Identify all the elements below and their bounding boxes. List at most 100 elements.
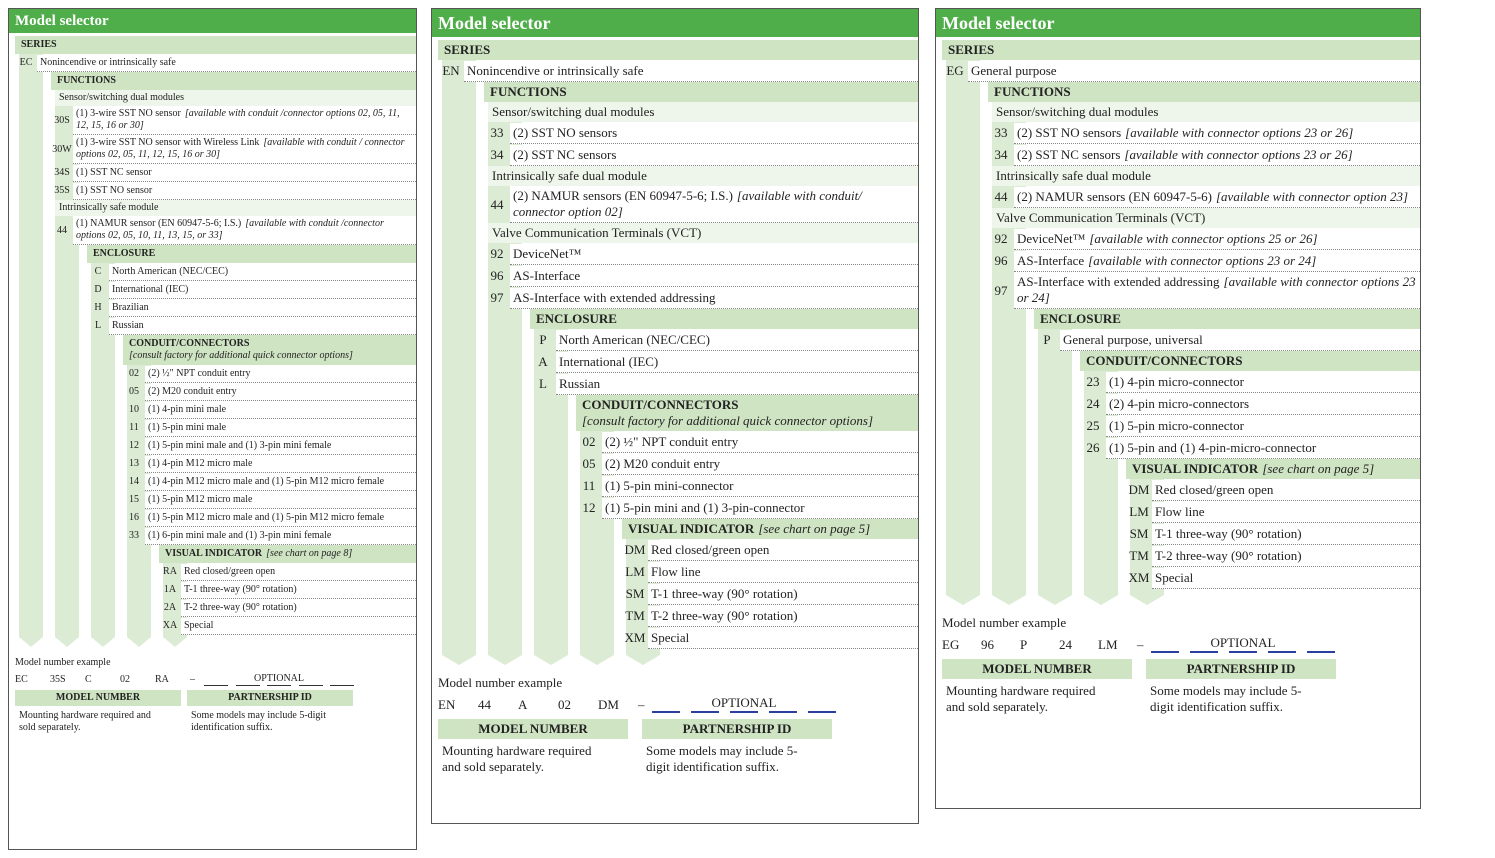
row: TM T-2 three-way (90° rotation) [1126,545,1420,567]
row: L Russian [530,373,918,395]
model-number: MODEL NUMBER Mounting hardware required a… [438,719,628,775]
section-heading: SERIES [942,40,1420,60]
note: [available with conduit /connector optio… [76,218,384,241]
box-title: PARTNERSHIP ID [642,719,832,739]
heading-note: [see chart on page 5] [758,521,871,536]
example-code: LM [1098,637,1118,652]
blank [652,711,680,713]
text: AS-Interface with extended addressing [513,289,716,305]
code: 35S [54,185,70,196]
row: DM Red closed/green open [1126,479,1420,501]
row: H Brazilian [87,299,416,317]
panel-title: Model selector [936,9,1420,37]
section-heading: VISUAL INDICATOR [see chart on page 5] [622,519,918,539]
stripe [442,60,476,665]
code: D [94,284,102,295]
row-text: (2) NAMUR sensors (EN 60947-5-6) [availab… [1014,186,1420,208]
section-heading: ENCLOSURE [530,309,918,329]
row: C North American (NEC/CEC) [87,263,416,281]
blank [204,685,228,686]
section-heading: SERIES [15,36,416,54]
row: 30S (1) 3-wire SST NO sensor [available wi… [51,106,416,135]
row-text: (1) 5-pin mini male [145,419,416,437]
row-text: (1) SST NO sensor [73,182,416,200]
row-text: North American (NEC/CEC) [109,263,416,281]
section: VISUAL INDICATOR [see chart on page 5] DM R… [1126,459,1420,589]
subheading: Intrinsically safe dual module [992,166,1420,186]
code: TM [1129,548,1149,563]
code: A [538,354,548,369]
row: 34 (2) SST NC sensors [484,144,918,166]
row-text: DeviceNet™ [510,243,918,265]
section: ENCLOSURE P North American (NEC/CEC) A Inter… [530,309,918,649]
subheading: Intrinsically safe dual module [488,166,918,186]
row: 1A T-1 three-way (90° rotation) [159,581,416,599]
row-text: (2) SST NC sensors [510,144,918,166]
dash: – [638,697,645,712]
optional: OPTIONAL [1210,635,1276,650]
row-text: T-2 three-way (90° rotation) [648,605,918,627]
row: 92 DeviceNet™ [available with connector op… [988,228,1420,250]
blank [1229,651,1257,653]
row: P North American (NEC/CEC) [530,329,918,351]
heading-note: [consult factory for additional quick co… [129,350,353,361]
text: T-2 three-way (90° rotation) [651,607,798,623]
code: XM [1128,570,1150,585]
section-heading: ENCLOSURE [1034,309,1420,329]
row: 97 AS-Interface with extended addressing [484,287,918,309]
section-heading: CONDUIT/CONNECTORS [consult factory for a… [576,395,918,431]
row: 25 (1) 5-pin micro-connector [1080,415,1420,437]
heading-text: VISUAL INDICATOR [165,548,263,559]
model-example: Model number example EC 35S C 02 RA – OPTIONAL M… [15,657,416,734]
row-text: DeviceNet™ [available with connector opti… [1014,228,1420,250]
text: (1) 5-pin mini-connector [605,477,734,493]
code: 33 [490,125,504,140]
heading-text: ENCLOSURE [1040,311,1121,326]
model-number: MODEL NUMBER Mounting hardware required a… [15,690,181,734]
text: AS-Interface [513,267,581,283]
text: (1) 4-pin M12 micro male and (1) 5-pin M… [148,475,385,487]
heading-text: SERIES [21,39,57,50]
code: LM [625,564,645,579]
row: LM Flow line [1126,501,1420,523]
row-text: Red closed/green open [1152,479,1420,501]
code: 96 [490,268,504,283]
model-number: MODEL NUMBER Mounting hardware required a… [942,659,1132,715]
code: SM [625,586,645,601]
example-label: Model number example [15,657,111,668]
box-text: Mounting hardware required and sold sepa… [946,683,1096,714]
row-text: (1) 4-pin M12 micro male and (1) 5-pin M… [145,473,416,491]
note: [available with conduit /connector optio… [76,108,400,131]
text: (2) SST NC sensors [513,146,617,162]
code: DM [1128,482,1150,497]
text: (1) 5-pin mini male and (1) 3-pin mini f… [148,439,332,451]
subheading: Sensor/switching dual modules [55,90,416,106]
example-code: 96 [981,637,994,652]
code: 24 [1086,396,1100,411]
row: 16 (1) 5-pin M12 micro male and (1) 5-pin… [123,509,416,527]
text: (2) SST NC sensors [1017,146,1121,162]
box-title: MODEL NUMBER [15,690,181,706]
code: EN [442,63,460,78]
code: 11 [582,478,596,493]
section-heading: FUNCTIONS [484,82,918,102]
text: (2) M20 conduit entry [605,455,721,471]
panel-title: Model selector [432,9,918,37]
section: FUNCTIONS Sensor/switching dual modules 33… [484,82,918,649]
text: (1) 4-pin micro-connector [1109,373,1245,389]
row: 92 DeviceNet™ [484,243,918,265]
code: 15 [129,494,139,505]
row-text: Russian [109,317,416,335]
text: AS-Interface with extended addressing [1017,274,1220,289]
box-text: Mounting hardware required and sold sepa… [442,743,592,774]
row-text: Nonincendive or intrinsically safe [464,60,918,82]
example-code: 44 [478,697,491,712]
row: 12 (1) 5-pin mini male and (1) 3-pin mini… [123,437,416,455]
section: CONDUIT/CONNECTORS [consult factory for a… [576,395,918,649]
section: FUNCTIONS Sensor/switching dual modules 33… [988,82,1420,589]
row-text: T-1 three-way (90° rotation) [181,581,416,599]
text: T-2 three-way (90° rotation) [184,601,297,613]
text: DeviceNet™ [513,245,582,261]
code: 05 [129,386,139,397]
code: 02 [582,434,596,449]
